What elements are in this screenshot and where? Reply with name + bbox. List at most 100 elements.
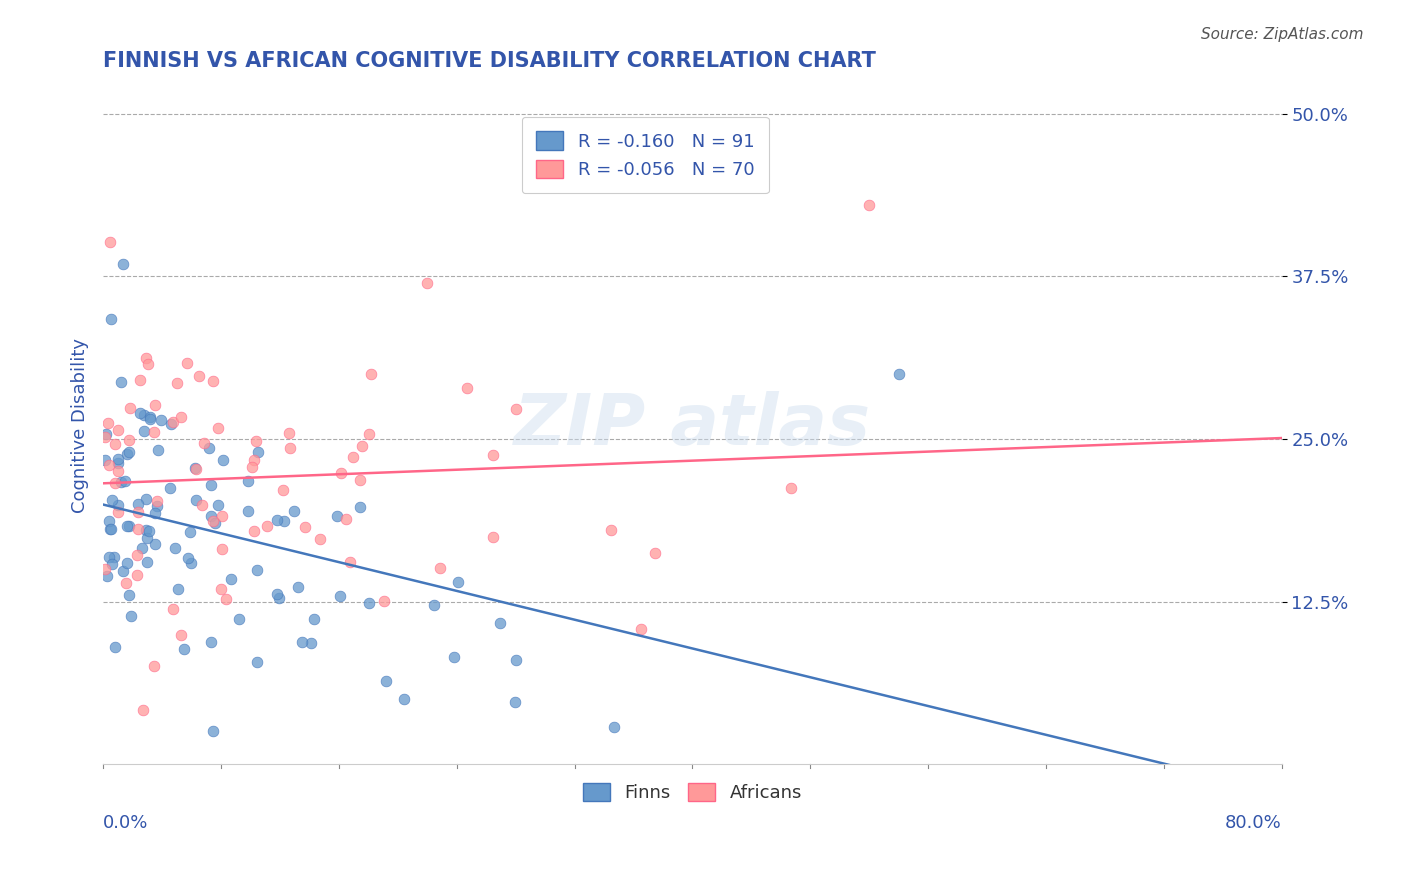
Point [422,598,444,612]
Point [97,549,120,564]
Text: 80.0%: 80.0% [1225,814,1282,831]
Point [143,506,166,520]
Point [191,498,214,512]
Point [273,514,295,528]
Point [93,562,115,576]
Point [416,276,439,290]
Point [201,374,224,388]
Point [125,548,148,562]
Point [858,197,880,211]
Point [118,519,141,533]
Point [100,311,122,326]
Point [357,426,380,441]
Point [207,499,229,513]
Point [159,481,181,495]
Point [603,720,626,734]
Point [481,448,503,462]
Point [160,417,183,431]
Point [118,445,141,459]
Point [291,635,314,649]
Point [236,503,259,517]
Point [209,582,232,596]
Point [179,524,201,539]
Point [630,622,652,636]
Point [145,537,167,551]
Point [115,447,138,461]
Point [503,695,526,709]
Point [98,522,121,536]
Point [193,435,215,450]
Point [104,640,127,654]
Point [283,504,305,518]
Point [247,445,270,459]
Point [256,518,278,533]
Point [97,416,120,430]
Point [228,612,250,626]
Point [211,452,233,467]
Y-axis label: Cognitive Disability: Cognitive Disability [72,338,89,514]
Point [240,460,263,475]
Point [100,522,122,536]
Point [101,558,124,572]
Point [162,415,184,429]
Point [135,523,157,537]
Point [143,659,166,673]
Point [129,373,152,387]
Point [139,411,162,425]
Point [184,462,207,476]
Point [184,461,207,475]
Point [277,425,299,440]
Point [162,602,184,616]
Point [245,434,267,448]
Point [505,653,527,667]
Point [96,569,118,583]
Point [215,591,238,606]
Point [302,612,325,626]
Point [456,381,478,395]
Point [887,367,910,381]
Point [107,424,129,438]
Point [176,356,198,370]
Point [107,457,129,471]
Point [198,442,221,456]
Point [357,597,380,611]
Point [644,546,666,560]
Point [211,509,233,524]
Point [200,508,222,523]
Point [329,589,352,603]
Point [278,441,301,455]
Point [392,692,415,706]
Point [271,483,294,498]
Point [447,574,470,589]
Point [138,524,160,538]
Point [150,413,173,427]
Point [242,524,264,538]
Point [110,475,132,489]
Point [125,567,148,582]
Point [308,532,330,546]
Point [146,500,169,514]
Point [173,642,195,657]
Point [335,512,357,526]
Point [148,442,170,457]
Point [207,421,229,435]
Point [94,426,117,441]
Point [93,452,115,467]
Point [127,497,149,511]
Point [299,636,322,650]
Point [93,430,115,444]
Point [266,587,288,601]
Point [166,376,188,391]
Point [200,478,222,492]
Point [246,563,269,577]
Point [489,615,512,630]
Point [136,555,159,569]
Point [115,575,138,590]
Point [349,500,371,514]
Point [104,475,127,490]
Point [115,557,138,571]
Point [107,498,129,512]
Point [136,357,159,371]
Point [211,541,233,556]
Point [98,235,121,249]
